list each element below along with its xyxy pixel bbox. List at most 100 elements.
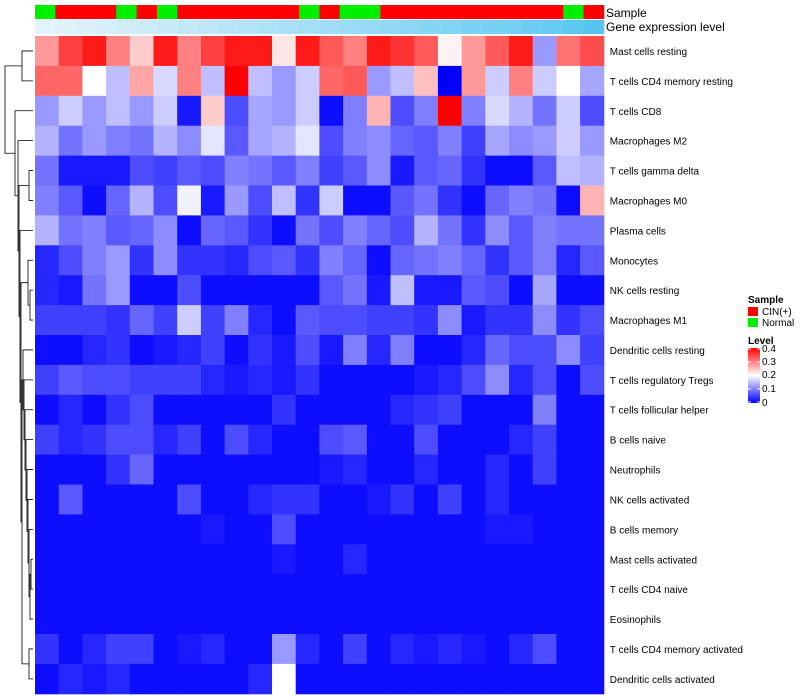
heat-cell-r7-c9	[248, 245, 273, 276]
heat-cell-r2-c20	[509, 95, 534, 127]
heat-cell-r21-c16	[414, 663, 439, 695]
heat-cell-r4-c23	[580, 155, 605, 186]
heat-cell-r8-c8	[224, 275, 249, 306]
heat-cell-r9-c3	[106, 305, 131, 336]
heat-cell-r16-c3	[106, 514, 131, 545]
heat-cell-r13-c2	[82, 424, 107, 456]
heat-cell-r9-c12	[319, 305, 344, 336]
heat-cell-r12-c12	[319, 394, 344, 426]
heat-cell-r7-c3	[106, 245, 131, 276]
heat-cell-r14-c22	[556, 454, 581, 485]
heatmap-cells	[35, 36, 605, 695]
heat-cell-r15-c14	[366, 484, 391, 515]
heat-cell-r12-c5	[153, 394, 178, 426]
heat-cell-r4-c1	[58, 155, 83, 186]
heat-cell-r11-c15	[390, 364, 415, 396]
heat-cell-r2-c22	[556, 95, 581, 127]
heat-cell-r18-c3	[106, 574, 131, 605]
heat-cell-r9-c6	[177, 305, 202, 336]
heat-cell-r10-c20	[509, 335, 534, 366]
dendro-link-m20	[28, 648, 33, 680]
heat-cell-r13-c16	[414, 424, 439, 456]
heat-cell-r8-c21	[532, 275, 557, 306]
heat-cell-r7-c22	[556, 245, 581, 276]
heat-cell-r8-c7	[200, 275, 226, 306]
expression-annotation-cell-14	[319, 20, 341, 34]
heat-cell-r6-c22	[556, 215, 581, 246]
heat-cell-r21-c10	[272, 663, 297, 695]
heat-cell-r1-c0	[35, 65, 60, 97]
expression-annotation-cell-12	[278, 20, 300, 34]
heat-cell-r14-c23	[580, 454, 605, 485]
heat-cell-r4-c4	[129, 155, 154, 186]
heat-cell-r13-c19	[485, 424, 510, 456]
heat-cell-r12-c4	[129, 394, 154, 426]
heat-cell-r3-c8	[224, 125, 249, 157]
heat-cell-r20-c13	[343, 634, 368, 665]
expression-annotation-cell-1	[55, 20, 77, 34]
heat-cell-r19-c11	[295, 604, 320, 635]
row-label-18: T cells CD4 naive	[610, 585, 689, 596]
heat-cell-r18-c23	[580, 574, 605, 605]
heat-cell-r14-c7	[200, 454, 226, 485]
heat-cell-r0-c0	[35, 36, 60, 67]
heat-cell-r10-c1	[58, 335, 83, 366]
heat-cell-r2-c15	[390, 95, 415, 127]
heat-cell-r12-c7	[200, 394, 226, 426]
heat-cell-r20-c12	[319, 634, 344, 665]
heat-cell-r15-c11	[295, 484, 320, 515]
legend-tick-0.3: 0.3	[762, 357, 776, 368]
row-label-0: Mast cells resting	[610, 47, 687, 58]
heat-cell-r12-c3	[106, 394, 131, 426]
heat-cell-r1-c10	[272, 65, 297, 97]
heat-cell-r17-c11	[295, 544, 320, 575]
heat-cell-r6-c7	[200, 215, 226, 246]
heat-cell-r21-c6	[177, 663, 202, 695]
heat-cell-r9-c2	[82, 305, 107, 336]
heat-cell-r18-c19	[485, 574, 510, 605]
heat-cell-r18-c14	[366, 574, 391, 605]
heat-cell-r15-c13	[343, 484, 368, 515]
heat-cell-r19-c22	[556, 604, 581, 635]
dendro-link-m0	[21, 50, 33, 82]
heat-cell-r7-c7	[200, 245, 226, 276]
heat-cell-r17-c10	[272, 544, 297, 575]
heat-cell-r13-c18	[461, 424, 486, 456]
heat-cell-r17-c12	[319, 544, 344, 575]
heat-cell-r21-c17	[437, 663, 463, 695]
heat-cell-r20-c8	[224, 634, 249, 665]
heat-cell-r2-c3	[106, 95, 131, 127]
heat-cell-r16-c20	[509, 514, 534, 545]
heat-cell-r8-c17	[437, 275, 463, 306]
heat-cell-r9-c7	[200, 305, 226, 336]
heat-cell-r5-c1	[58, 185, 83, 216]
heat-cell-r2-c11	[295, 95, 320, 127]
heat-cell-r13-c1	[58, 424, 83, 456]
heat-cell-r16-c22	[556, 514, 581, 545]
heat-cell-r13-c6	[177, 424, 202, 456]
heat-cell-r7-c2	[82, 245, 107, 276]
heat-cell-r14-c4	[129, 454, 154, 485]
heat-cell-r8-c11	[295, 275, 320, 306]
heat-cell-r11-c12	[319, 364, 344, 396]
heat-cell-r5-c11	[295, 185, 320, 216]
heat-cell-r14-c20	[509, 454, 534, 485]
dendro-link-m8	[29, 289, 33, 321]
heat-cell-r1-c12	[319, 65, 344, 97]
expression-annotation-cell-15	[339, 20, 361, 34]
heat-cell-r7-c13	[343, 245, 368, 276]
heat-cell-r15-c0	[35, 484, 60, 515]
heat-cell-r9-c9	[248, 305, 273, 336]
heat-cell-r14-c15	[390, 454, 415, 485]
heat-cell-r8-c0	[35, 275, 60, 306]
heat-cell-r0-c23	[580, 36, 605, 67]
heat-cell-r0-c14	[366, 36, 391, 67]
heat-cell-r11-c20	[509, 364, 534, 396]
heat-cell-r10-c10	[272, 335, 297, 366]
heat-cell-r11-c5	[153, 364, 178, 396]
expression-annotation-cell-3	[95, 20, 117, 34]
heat-cell-r19-c10	[272, 604, 297, 635]
heat-cell-r7-c20	[509, 245, 534, 276]
heat-cell-r13-c20	[509, 424, 534, 456]
heat-cell-r12-c16	[414, 394, 439, 426]
